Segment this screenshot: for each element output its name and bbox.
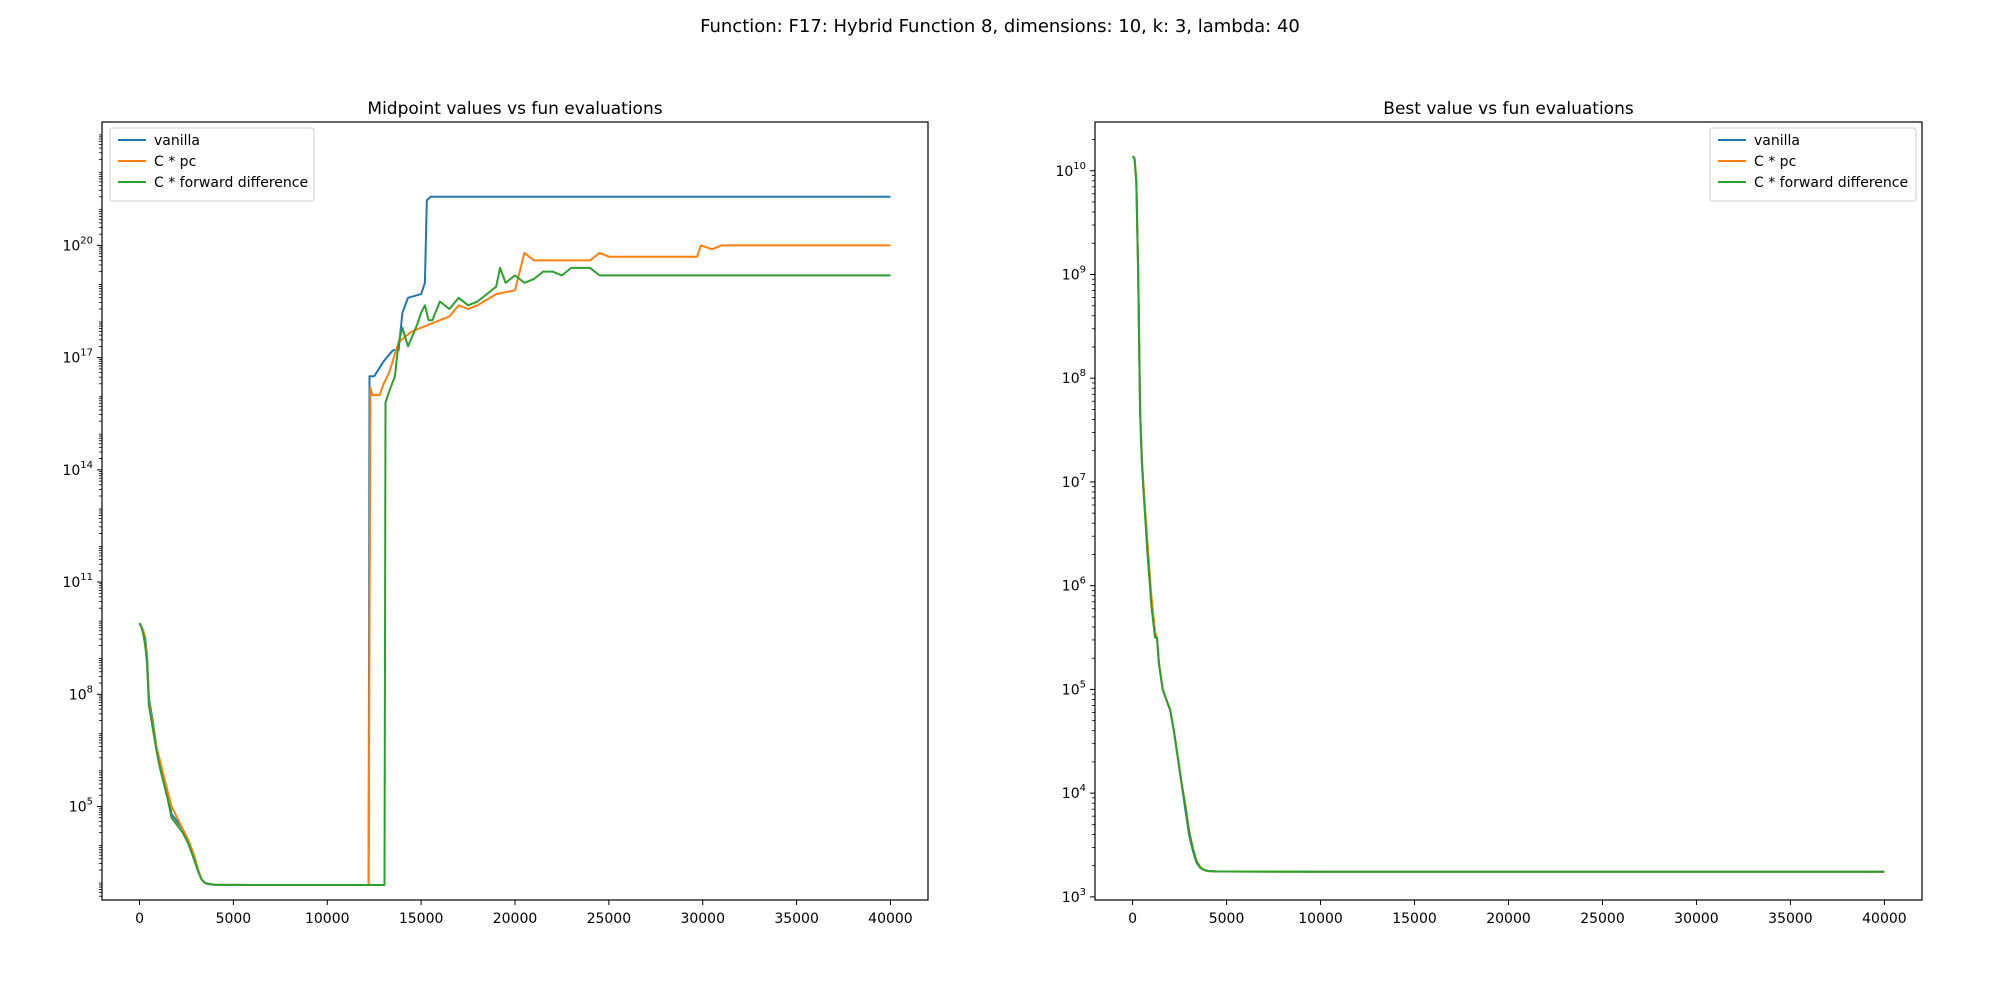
series-line-c-forward-difference [138,266,891,886]
x-tick-label: 15000 [1392,911,1437,927]
midpoint-chart: Midpoint values vs fun evaluations 0 5000 1… [62,99,929,927]
y-tick-label: 104 [1062,783,1086,802]
series-line-vanilla [138,195,891,886]
y-tick-label: 106 [1062,576,1086,595]
x-tick-label: 25000 [587,911,632,927]
legend-entry: C * forward difference [154,175,308,191]
series-line-vanilla [1131,155,1885,873]
chart-title: Midpoint values vs fun evaluations [367,99,662,119]
y-tick-label: 1011 [62,572,93,591]
chart-title: Best value vs fun evaluations [1383,99,1634,119]
figure-suptitle: Function: F17: Hybrid Function 8, dimens… [700,16,1300,37]
legend-entry: C * forward difference [1754,175,1908,191]
legend-box [1709,127,1917,202]
axes-frame [101,121,929,901]
y-tick-label: 1010 [1055,161,1086,180]
legend-entry: C * pc [154,154,196,170]
legend-entry: C * pc [1754,154,1796,170]
series-line-c-pc [1131,155,1885,873]
x-tick-label: 15000 [399,911,444,927]
legend-entry: vanilla [1754,133,1800,149]
y-tick-label: 108 [69,684,93,703]
series-line-c-forward-difference [1131,155,1885,873]
series-line-c-pc [138,244,891,886]
x-tick-label: 25000 [1580,911,1625,927]
legend: vanilla C * pc C * forward difference [109,127,315,202]
legend-box [109,127,315,202]
y-tick-label: 108 [1062,368,1086,387]
x-tick-label: 35000 [774,911,819,927]
y-tick-label: 1020 [62,235,93,254]
x-tick-label: 30000 [1674,911,1719,927]
x-tick-label: 0 [1128,911,1137,927]
y-tick-label: 107 [1062,472,1086,491]
y-tick-label: 1014 [62,460,93,479]
axes-frame [1094,121,1923,901]
y-tick-label: 1017 [62,348,93,367]
x-tick-label: 5000 [216,911,252,927]
x-tick-label: 40000 [868,911,913,927]
legend-entry: vanilla [154,133,200,149]
best-value-chart: Best value vs fun evaluations 0 5000 10000 1… [1055,99,1923,927]
x-tick-label: 10000 [305,911,350,927]
x-tick-label: 40000 [1862,911,1907,927]
y-tick-label: 103 [1062,887,1086,906]
x-tick-label: 20000 [1486,911,1531,927]
x-tick-label: 35000 [1768,911,1813,927]
legend: vanilla C * pc C * forward difference [1709,127,1917,202]
x-tick-label: 30000 [680,911,725,927]
x-tick-label: 0 [135,911,144,927]
x-tick-label: 10000 [1298,911,1343,927]
y-tick-label: 109 [1062,264,1086,283]
y-tick-label: 105 [1062,679,1086,698]
x-tick-label: 5000 [1209,911,1245,927]
x-tick-label: 20000 [493,911,538,927]
y-tick-label: 105 [69,796,93,815]
